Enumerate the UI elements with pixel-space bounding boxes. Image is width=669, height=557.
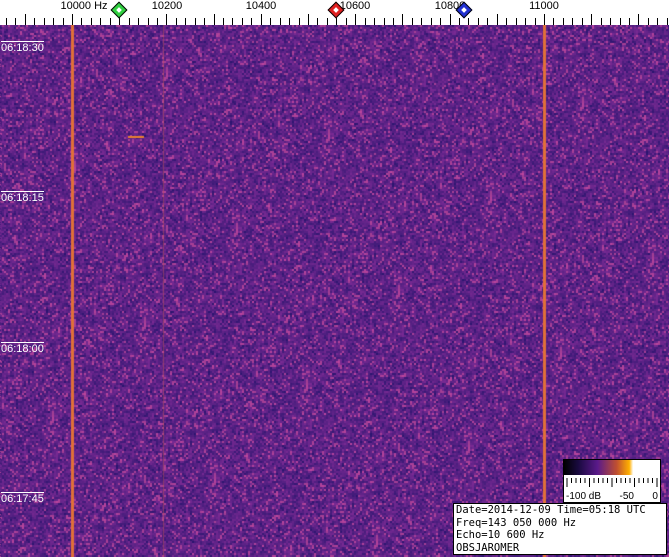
time-label: 06:18:30 bbox=[1, 41, 44, 54]
tick-marks bbox=[6, 14, 668, 25]
info-observer: OBSJAROMER bbox=[456, 541, 520, 554]
time-label: 06:17:45 bbox=[1, 492, 44, 505]
info-box: Date=2014-12-09 Time=05:18 UTC Freq=143 … bbox=[453, 503, 667, 555]
freq-label: 10400 bbox=[245, 0, 277, 12]
freq-label: 10600 bbox=[339, 0, 371, 12]
freq-label: 10000 Hz bbox=[60, 0, 108, 12]
colorbar-label: -100 dB bbox=[566, 491, 602, 502]
waterfall-spectrogram bbox=[0, 25, 669, 557]
colorbar-label: -50 bbox=[619, 491, 634, 502]
freq-label: 10200 bbox=[151, 0, 183, 12]
colorbar-ticks bbox=[566, 478, 658, 487]
color-gradient bbox=[564, 460, 660, 475]
time-label: 06:18:00 bbox=[1, 342, 44, 355]
info-date-time: Date=2014-12-09 Time=05:18 UTC bbox=[456, 504, 646, 516]
time-label: 06:18:15 bbox=[1, 191, 44, 204]
freq-label: 11000 bbox=[529, 0, 559, 12]
info-frequency: Freq=143 050 000 Hz bbox=[456, 516, 577, 529]
info-echo: Echo=10 600 Hz bbox=[456, 529, 545, 541]
color-scale-legend: -100 dB -50 0 bbox=[563, 459, 661, 503]
colorbar-label: 0 bbox=[652, 491, 658, 502]
frequency-axis: 10000 Hz 10200 10400 10600 10800 11000 bbox=[0, 0, 669, 25]
